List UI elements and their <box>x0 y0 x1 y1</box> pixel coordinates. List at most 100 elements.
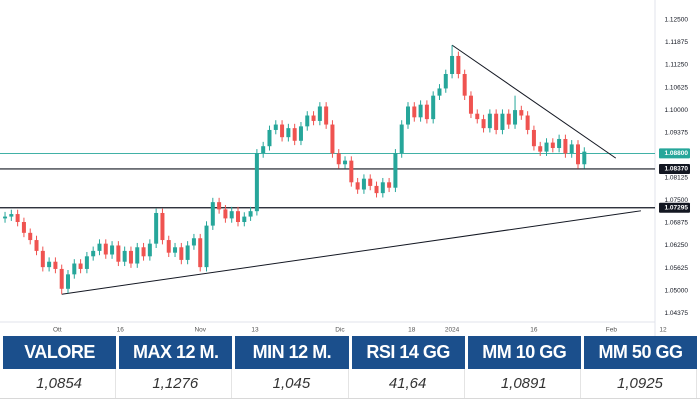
header-cell: MM 50 GG <box>583 336 698 369</box>
candle-body <box>261 146 266 154</box>
candle-body <box>336 153 341 165</box>
y-tick-label: 1.07500 <box>665 197 689 204</box>
candle-body <box>563 138 568 154</box>
candle-body <box>506 113 511 125</box>
candle-body <box>173 247 178 253</box>
candle-body <box>431 95 436 120</box>
x-tick-label: Feb <box>606 327 618 334</box>
candle-body <box>166 240 171 253</box>
candle-body <box>91 250 96 257</box>
candle-body <box>191 238 196 246</box>
value-cell: 41,64 <box>352 369 465 398</box>
stats-table: VALORE MAX 12 M. MIN 12 M. RSI 14 GG MM 10 G… <box>0 336 700 400</box>
x-tick-label: Nov <box>194 327 206 334</box>
candle-body <box>456 55 461 75</box>
trendline <box>61 210 642 295</box>
value-cell: 1,0854 <box>3 369 117 398</box>
y-tick-label: 1.05625 <box>665 265 689 272</box>
price-label-box <box>659 163 690 174</box>
candle-body <box>343 160 348 165</box>
candle-body <box>229 211 234 219</box>
candle-body <box>110 245 115 255</box>
y-tick-label: 1.04375 <box>665 310 689 317</box>
candle-body <box>3 216 8 219</box>
candle-body <box>66 274 70 289</box>
y-tick-label: 1.09375 <box>665 129 689 136</box>
candle-body <box>393 153 398 188</box>
candle-body <box>418 104 423 118</box>
value-cell: 1,0925 <box>584 369 698 398</box>
candle-body <box>223 209 228 219</box>
y-tick-label: 1.05000 <box>665 287 689 294</box>
y-tick-label: 1.10625 <box>665 84 689 91</box>
candle-body <box>217 202 222 210</box>
price-label-box <box>659 148 690 159</box>
x-tick-label: 12 <box>659 327 667 334</box>
price-label: 1.08370 <box>665 166 689 173</box>
candle-body <box>374 185 379 194</box>
candle-body <box>154 212 159 244</box>
candle-body <box>361 178 366 190</box>
candle-body <box>462 74 467 96</box>
candle-body <box>317 106 322 121</box>
y-tick-label: 1.06875 <box>665 220 689 227</box>
candle-body <box>494 113 499 130</box>
candle-body <box>59 268 64 289</box>
candle-body <box>576 144 580 165</box>
x-tick-label: 18 <box>408 327 416 334</box>
candle-body <box>487 113 492 129</box>
header-cell: MAX 12 M. <box>119 336 233 369</box>
value-cell: 1,0891 <box>468 369 581 398</box>
candle-body <box>147 243 152 257</box>
candle-body <box>513 110 518 125</box>
candle-body <box>380 182 385 194</box>
x-tick-label: 13 <box>251 327 259 334</box>
candle-body <box>406 106 410 125</box>
y-tick-label: 1.12500 <box>665 17 689 24</box>
candle-body <box>15 214 20 223</box>
y-tick-label: 1.11250 <box>665 62 688 69</box>
candle-body <box>179 247 184 260</box>
candle-body <box>437 88 442 96</box>
candle-body <box>84 256 89 269</box>
candle-body <box>254 153 259 212</box>
y-tick-label: 1.08125 <box>665 175 689 182</box>
x-tick-label: 2024 <box>445 327 460 334</box>
x-tick-label: Dic <box>335 327 345 334</box>
candle-body <box>47 261 52 268</box>
candle-body <box>135 247 140 264</box>
candle-body <box>525 115 530 130</box>
candle-body <box>280 124 285 138</box>
candle-body <box>97 243 102 251</box>
price-label: 1.08800 <box>665 150 689 157</box>
candle-body <box>185 245 190 260</box>
candle-body <box>267 129 272 147</box>
candle-body <box>412 106 417 118</box>
candle-body <box>582 151 587 165</box>
candle-body <box>21 222 26 233</box>
candle-body <box>204 225 209 268</box>
candle-body <box>103 243 108 255</box>
candle-body <box>298 126 303 141</box>
price-label-box <box>659 202 690 213</box>
candle-body <box>475 113 480 120</box>
x-tick-label: 16 <box>117 327 125 334</box>
candle-body <box>368 178 373 186</box>
candle-body <box>557 138 562 149</box>
candle-body <box>305 115 310 127</box>
candle-body <box>122 250 127 262</box>
header-cell: VALORE <box>3 336 117 369</box>
y-tick-label: 1.06250 <box>665 242 689 249</box>
candle-body <box>116 245 121 262</box>
candle-body <box>324 106 329 125</box>
candle-body <box>286 128 291 138</box>
candle-body <box>160 212 165 241</box>
value-row: 1,0854 1,1276 1,045 41,64 1,0891 1,0925 <box>0 369 700 399</box>
trendline <box>451 44 617 159</box>
candle-body <box>569 144 574 154</box>
chart: 1.12500 1.11875 1.11250 1.10625 1.10000 1.093… <box>0 0 690 336</box>
candle-body <box>236 211 240 223</box>
candle-body <box>349 160 354 183</box>
value-cell: 1,045 <box>235 369 349 398</box>
